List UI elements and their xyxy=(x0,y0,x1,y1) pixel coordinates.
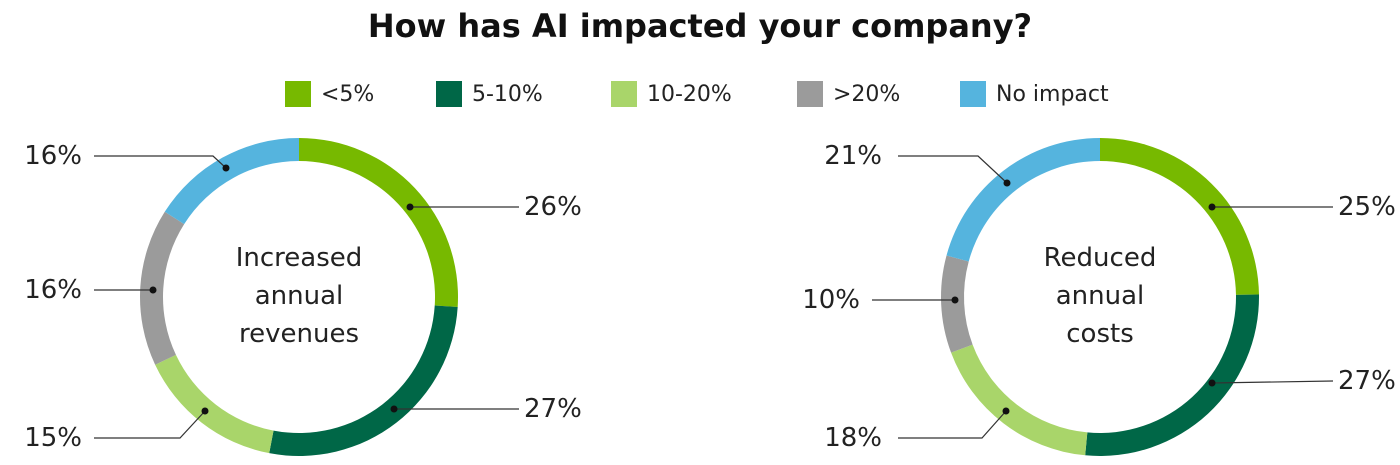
legend-item-5-10: 5-10% xyxy=(436,78,543,110)
center-label-costs-line-3: costs xyxy=(1066,319,1134,349)
legend-item-lt5: <5% xyxy=(285,78,374,110)
value-label-costs-gt20: 10% xyxy=(802,285,860,315)
leader-dot-revenues-10-20 xyxy=(201,407,209,415)
value-label-revenues-lt5: 26% xyxy=(524,192,582,222)
legend-label-gt20: >20% xyxy=(833,81,901,107)
legend-swatch-10-20 xyxy=(611,81,637,107)
legend-swatch-no-impact xyxy=(960,81,986,107)
value-label-revenues-10-20: 15% xyxy=(24,423,82,453)
donut-slice-costs-5-10 xyxy=(1085,294,1259,456)
center-label-costs-line-2: annual xyxy=(1056,281,1145,311)
leader-dot-costs-gt20 xyxy=(951,296,959,304)
donut-slice-revenues-gt20 xyxy=(140,211,185,365)
legend: <5% 5-10% 10-20% >20% No impact xyxy=(0,78,1400,110)
legend-label-10-20: 10-20% xyxy=(647,81,732,107)
legend-swatch-gt20 xyxy=(797,81,823,107)
value-label-costs-no-impact: 21% xyxy=(824,141,882,171)
center-label-revenues-line-1: Increased xyxy=(236,243,363,273)
value-label-revenues-no-impact: 16% xyxy=(24,141,82,171)
donut-slice-costs-lt5 xyxy=(1100,138,1259,295)
leader-line-costs-5-10 xyxy=(1211,380,1334,384)
legend-item-no-impact: No impact xyxy=(960,78,1109,110)
donut-slice-revenues-10-20 xyxy=(155,354,274,454)
legend-swatch-lt5 xyxy=(285,81,311,107)
donut-slice-costs-gt20 xyxy=(941,255,973,353)
center-label-revenues-line-3: revenues xyxy=(239,319,359,349)
leader-dot-costs-lt5 xyxy=(1208,203,1216,211)
donut-slice-revenues-5-10 xyxy=(269,305,458,457)
donut-chart-revenues: 26% 27% 15% 16% 16% Increased annual revenues xyxy=(24,138,582,457)
center-label-costs-line-1: Reduced xyxy=(1044,243,1157,273)
leader-dot-revenues-5-10 xyxy=(390,405,398,413)
legend-swatch-5-10 xyxy=(436,81,462,107)
legend-item-10-20: 10-20% xyxy=(611,78,732,110)
value-label-costs-lt5: 25% xyxy=(1338,192,1396,222)
value-label-costs-10-20: 18% xyxy=(824,423,882,453)
value-label-costs-5-10: 27% xyxy=(1338,366,1396,396)
legend-label-lt5: <5% xyxy=(321,81,375,107)
donut-slice-costs-no-impact xyxy=(946,138,1100,262)
donut-slice-costs-10-20 xyxy=(951,344,1088,456)
leader-line-revenues-10-20 xyxy=(94,410,206,439)
leader-line-costs-10-20 xyxy=(898,410,1007,439)
leader-dot-revenues-no-impact xyxy=(222,164,230,172)
legend-item-gt20: >20% xyxy=(797,78,900,110)
legend-label-5-10: 5-10% xyxy=(472,81,543,107)
value-label-revenues-gt20: 16% xyxy=(24,275,82,305)
center-label-revenues-line-2: annual xyxy=(255,281,344,311)
donut-slice-revenues-no-impact xyxy=(164,138,299,225)
leader-dot-costs-no-impact xyxy=(1003,179,1011,187)
leader-line-revenues-no-impact xyxy=(94,155,227,169)
leader-dot-revenues-lt5 xyxy=(406,203,414,211)
leader-dot-revenues-gt20 xyxy=(149,286,157,294)
donut-slice-revenues-lt5 xyxy=(299,138,458,307)
leader-dot-costs-10-20 xyxy=(1002,407,1010,415)
leader-line-costs-no-impact xyxy=(898,155,1008,184)
donut-chart-costs: 25% 27% 18% 10% 21% Reduced annual costs xyxy=(802,138,1396,456)
chart-title: How has AI impacted your company? xyxy=(367,7,1033,45)
leader-dot-costs-5-10 xyxy=(1208,379,1216,387)
value-label-revenues-5-10: 27% xyxy=(524,394,582,424)
legend-label-no-impact: No impact xyxy=(996,81,1109,107)
